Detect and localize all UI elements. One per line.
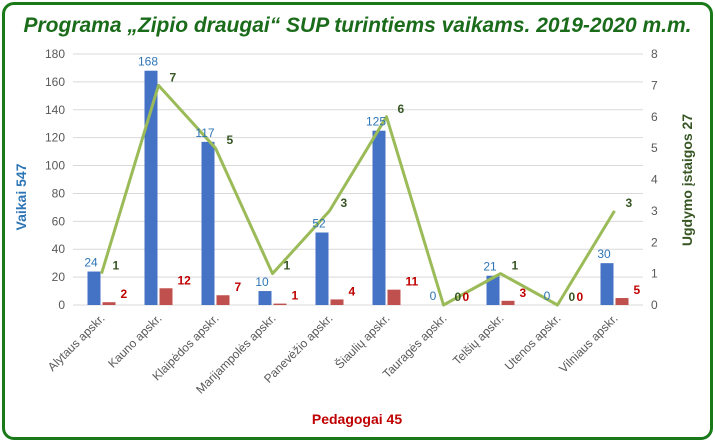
label-vaikai: 24 bbox=[84, 256, 98, 270]
bar-vaikai bbox=[315, 232, 329, 305]
category-label: Kauno apskr. bbox=[105, 311, 164, 370]
right-axis-title: Ugdymo įstaigos 27 bbox=[679, 114, 695, 246]
label-pedagogai: 7 bbox=[235, 280, 242, 294]
bar-vaikai bbox=[372, 130, 386, 305]
right-tick-label: 1 bbox=[651, 267, 658, 281]
bar-pedagogai bbox=[330, 299, 344, 305]
label-vaikai: 30 bbox=[597, 247, 611, 261]
left-tick-label: 0 bbox=[58, 298, 65, 312]
label-vaikai: 0 bbox=[430, 289, 437, 303]
label-ugdymo: 1 bbox=[512, 259, 519, 273]
label-ugdymo: 1 bbox=[284, 259, 291, 273]
label-pedagogai: 1 bbox=[292, 289, 299, 303]
bar-pedagogai bbox=[216, 295, 230, 305]
label-ugdymo: 0 bbox=[569, 290, 576, 304]
bar-pedagogai bbox=[501, 300, 515, 305]
left-tick-label: 80 bbox=[52, 186, 66, 200]
right-tick-label: 0 bbox=[651, 298, 658, 312]
bar-vaikai bbox=[144, 70, 158, 305]
label-vaikai: 168 bbox=[138, 55, 158, 69]
bar-pedagogai bbox=[159, 288, 173, 305]
left-tick-label: 100 bbox=[45, 159, 65, 173]
gridlines bbox=[73, 53, 643, 306]
left-tick-label: 20 bbox=[52, 270, 66, 284]
label-ugdymo: 3 bbox=[626, 196, 633, 210]
label-ugdymo: 5 bbox=[227, 133, 234, 147]
line-series bbox=[100, 83, 616, 307]
left-tick-label: 160 bbox=[45, 75, 65, 89]
left-tick-label: 180 bbox=[45, 47, 65, 61]
left-axis-ticks: 0 20 40 60 80 100 120 140 160 180 bbox=[45, 47, 65, 312]
label-ugdymo: 1 bbox=[113, 259, 120, 273]
right-axis-ticks: 0 1 2 3 4 5 6 7 8 bbox=[651, 47, 658, 312]
label-pedagogai: 3 bbox=[520, 286, 527, 300]
right-tick-label: 5 bbox=[651, 141, 658, 155]
right-tick-label: 8 bbox=[651, 47, 658, 61]
label-ugdymo: 6 bbox=[398, 102, 405, 116]
bar-vaikai bbox=[201, 141, 215, 305]
category-label: Telšių apskr. bbox=[450, 311, 507, 368]
label-vaikai: 0 bbox=[544, 289, 551, 303]
label-vaikai: 21 bbox=[483, 260, 497, 274]
label-pedagogai: 0 bbox=[463, 290, 470, 304]
label-pedagogai: 2 bbox=[121, 287, 128, 301]
label-vaikai: 117 bbox=[195, 126, 214, 140]
bars bbox=[87, 70, 629, 305]
category-label: Vilniaus apskr. bbox=[556, 311, 620, 375]
chart-title: Programa „Zipio draugai“ SUP turintiems … bbox=[23, 14, 692, 37]
category-labels: Alytaus apskr.Kauno apskr.Klaipėdos apsk… bbox=[45, 311, 621, 397]
left-tick-label: 120 bbox=[45, 131, 65, 145]
label-pedagogai: 4 bbox=[349, 284, 356, 298]
right-tick-label: 3 bbox=[651, 204, 658, 218]
label-pedagogai: 5 bbox=[634, 283, 641, 297]
bar-pedagogai bbox=[387, 289, 401, 305]
bar-vaikai bbox=[258, 291, 272, 305]
bar-vaikai bbox=[600, 263, 614, 305]
bar-vaikai bbox=[486, 275, 500, 305]
label-vaikai: 52 bbox=[312, 216, 326, 230]
bar-pedagogai bbox=[615, 298, 629, 305]
right-tick-label: 6 bbox=[651, 110, 658, 124]
x-axis-title: Pedagogai 45 bbox=[312, 411, 402, 427]
line-ugdymo bbox=[100, 83, 616, 307]
label-vaikai: 125 bbox=[366, 115, 386, 129]
label-pedagogai: 11 bbox=[406, 275, 419, 289]
category-label: Utenos apskr. bbox=[502, 311, 564, 373]
label-pedagogai: 0 bbox=[577, 290, 584, 304]
label-ugdymo: 7 bbox=[170, 70, 177, 84]
right-tick-label: 7 bbox=[651, 78, 658, 92]
left-tick-label: 60 bbox=[52, 214, 66, 228]
category-label: Šiaulių apskr. bbox=[332, 311, 393, 372]
bar-pedagogai bbox=[102, 302, 116, 305]
label-pedagogai: 12 bbox=[178, 273, 192, 287]
right-tick-label: 4 bbox=[651, 173, 658, 187]
label-ugdymo: 0 bbox=[455, 290, 462, 304]
category-label: Alytaus apskr. bbox=[45, 311, 108, 374]
left-tick-label: 40 bbox=[52, 242, 66, 256]
left-axis-title: Vaikai 547 bbox=[13, 163, 29, 230]
label-vaikai: 10 bbox=[255, 275, 269, 289]
bar-vaikai bbox=[87, 271, 101, 305]
label-ugdymo: 3 bbox=[341, 196, 348, 210]
bar-pedagogai bbox=[273, 303, 287, 305]
left-tick-label: 140 bbox=[45, 103, 65, 117]
right-tick-label: 2 bbox=[651, 235, 658, 249]
